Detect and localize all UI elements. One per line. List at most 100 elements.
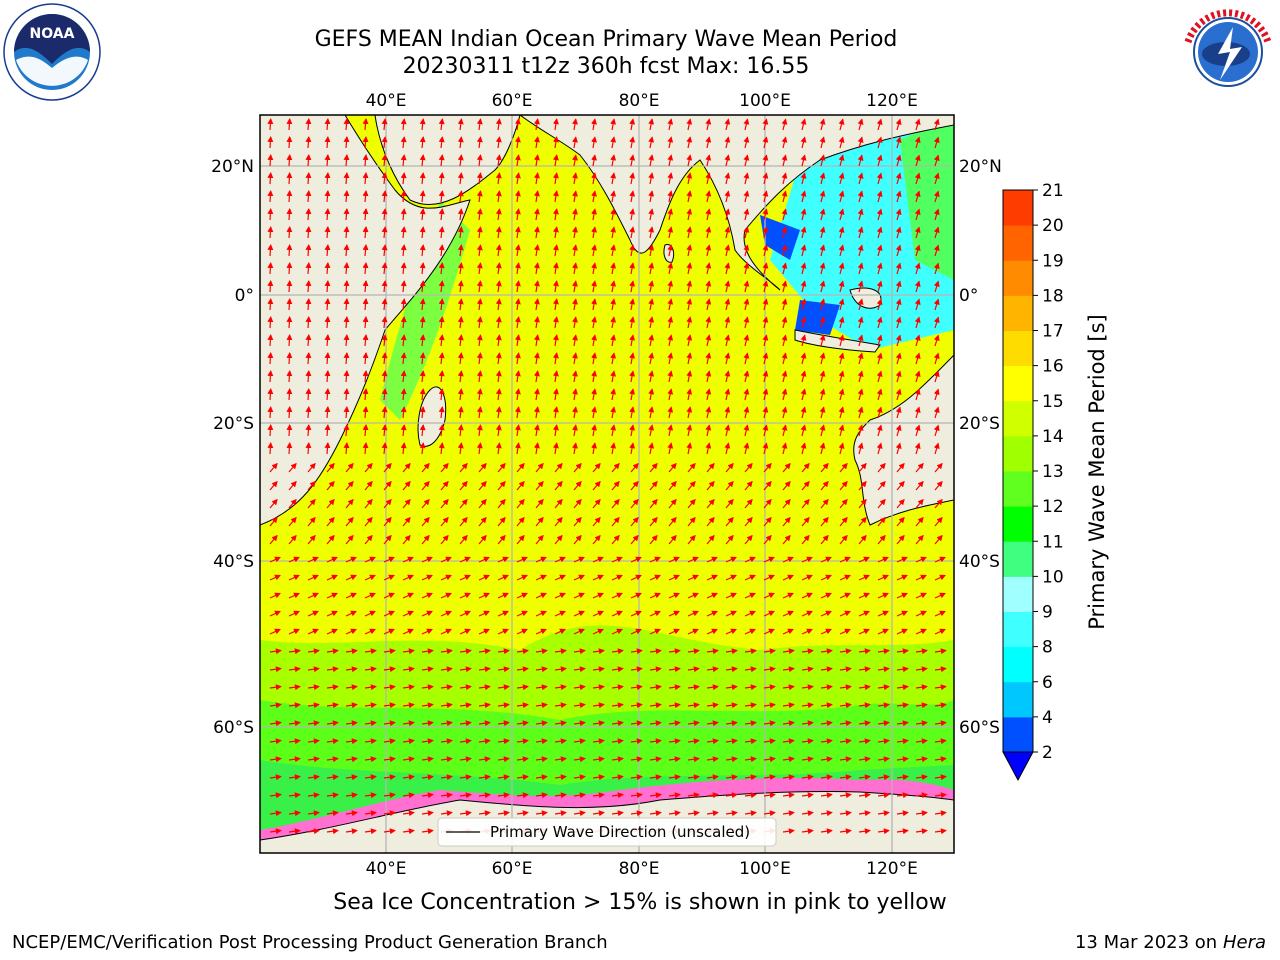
wave-direction-arrow: [781, 262, 788, 275]
lat-label-right: 0°: [959, 286, 978, 306]
wave-direction-arrow: [552, 262, 559, 275]
wave-direction-arrow: [438, 172, 445, 185]
lon-label-top: 40°E: [366, 91, 407, 111]
wave-direction-arrow: [478, 534, 487, 545]
colorbar-tick-label: 6: [1042, 673, 1053, 693]
wave-direction-arrow: [876, 334, 883, 347]
wave-direction-arrow: [819, 442, 826, 455]
wave-direction-arrow: [476, 190, 483, 203]
wave-direction-arrow: [421, 462, 430, 473]
wave-direction-arrow: [914, 316, 921, 329]
wave-direction-arrow: [497, 534, 506, 545]
wave-direction-arrow: [838, 370, 845, 383]
wave-direction-arrow: [438, 262, 445, 275]
wave-direction-arrow: [895, 298, 902, 311]
wave-direction-arrow: [630, 534, 639, 545]
wave-direction-arrow: [610, 190, 617, 203]
wave-direction-arrow: [896, 462, 905, 473]
wave-direction-arrow: [819, 298, 826, 311]
wave-direction-arrow: [667, 262, 674, 275]
wave-direction-arrow: [381, 298, 388, 311]
wave-direction-arrow: [514, 208, 521, 221]
wave-direction-arrow: [383, 516, 392, 527]
wave-direction-arrow: [668, 556, 680, 563]
wave-direction-arrow: [611, 592, 623, 599]
wave-direction-arrow: [762, 118, 769, 131]
wave-direction-arrow: [648, 334, 655, 347]
wave-direction-arrow: [782, 462, 791, 473]
wave-direction-arrow: [648, 118, 655, 131]
wave-direction-arrow: [705, 280, 712, 293]
wave-direction-arrow: [269, 516, 278, 527]
wave-direction-arrow: [838, 280, 845, 293]
wave-direction-arrow: [706, 480, 715, 491]
wave-direction-arrow: [572, 316, 578, 329]
wave-direction-arrow: [381, 136, 388, 149]
wave-direction-arrow: [307, 592, 319, 599]
wave-direction-arrow: [668, 516, 677, 527]
wave-direction-arrow: [933, 298, 940, 311]
wave-direction-arrow: [933, 352, 940, 365]
wave-direction-arrow: [535, 516, 544, 527]
wave-direction-arrow: [934, 480, 943, 491]
colorbar-segment: [1003, 471, 1033, 507]
wave-direction-arrow: [819, 424, 826, 437]
wave-direction-arrow: [419, 316, 426, 329]
wave-direction-arrow: [573, 574, 585, 581]
wave-direction-arrow: [572, 154, 578, 167]
wave-direction-arrow: [877, 556, 889, 563]
wave-direction-arrow: [267, 298, 274, 311]
colorbar-segment: [1003, 400, 1033, 437]
wave-direction-arrow: [648, 280, 655, 293]
wave-direction-arrow: [839, 462, 848, 473]
wave-direction-arrow: [838, 442, 845, 455]
wave-direction-arrow: [668, 534, 677, 545]
wave-direction-arrow: [400, 172, 407, 185]
wave-direction-arrow: [876, 442, 883, 455]
wave-direction-arrow: [914, 226, 921, 239]
wave-direction-arrow: [402, 574, 414, 581]
wave-direction-arrow: [800, 370, 807, 383]
wave-direction-arrow: [895, 334, 902, 347]
wave-direction-arrow: [743, 280, 750, 293]
wave-direction-arrow: [724, 118, 731, 131]
wave-direction-arrow: [419, 154, 426, 167]
wave-direction-arrow: [324, 280, 331, 293]
wave-direction-arrow: [381, 208, 388, 221]
wave-direction-arrow: [838, 118, 845, 131]
wave-direction-arrow: [497, 556, 509, 563]
wave-direction-arrow: [877, 480, 886, 491]
wave-direction-arrow: [687, 516, 696, 527]
wave-direction-arrow: [592, 462, 601, 473]
wave-direction-arrow: [345, 574, 357, 581]
wave-direction-arrow: [819, 334, 826, 347]
wave-direction-arrow: [629, 262, 636, 275]
wave-direction-arrow: [819, 172, 826, 185]
wave-direction-arrow: [706, 574, 718, 581]
wave-direction-arrow: [820, 480, 829, 491]
wave-direction-arrow: [343, 262, 350, 275]
wave-direction-arrow: [419, 262, 426, 275]
wave-direction-arrow: [459, 534, 468, 545]
colorbar-tick-label: 13: [1042, 462, 1064, 482]
wave-direction-arrow: [895, 226, 902, 239]
wave-direction-arrow: [552, 298, 559, 311]
wave-direction-arrow: [762, 262, 769, 275]
wave-direction-arrow: [459, 592, 471, 599]
wave-direction-arrow: [667, 316, 674, 329]
wave-direction-arrow: [839, 516, 848, 527]
wave-direction-arrow: [611, 534, 620, 545]
wave-direction-arrow: [476, 406, 483, 419]
wave-direction-arrow: [535, 534, 544, 545]
wave-direction-arrow: [838, 298, 845, 311]
wave-direction-arrow: [933, 334, 940, 347]
wave-direction-arrow: [476, 226, 483, 239]
wave-direction-arrow: [419, 352, 426, 365]
wave-direction-arrow: [514, 154, 521, 167]
wave-direction-arrow: [592, 498, 601, 509]
wave-direction-arrow: [744, 534, 753, 545]
wave-direction-arrow: [762, 136, 769, 149]
wave-direction-arrow: [400, 442, 407, 455]
wave-direction-arrow: [533, 136, 540, 149]
wave-direction-arrow: [400, 316, 407, 329]
